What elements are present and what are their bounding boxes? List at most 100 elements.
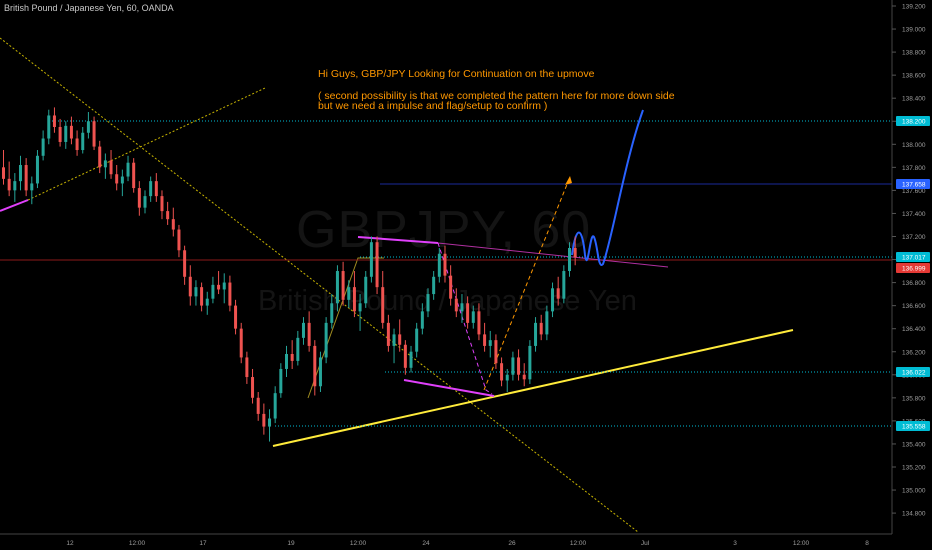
candle-body — [160, 196, 164, 212]
annotation-line-1[interactable]: Hi Guys, GBP/JPY Looking for Continuatio… — [318, 68, 595, 80]
magenta-line-top[interactable] — [357, 236, 439, 244]
magenta-dashed-path[interactable] — [437, 242, 493, 395]
time-axis[interactable]: 12 12:00 17 19 12:00 24 26 12:00 Jul 3 12:00 8 — [0, 533, 892, 547]
price-axis-bg — [892, 0, 932, 550]
price-label-bg — [896, 421, 930, 431]
blue-projection-path[interactable] — [571, 109, 644, 266]
candle-body — [471, 311, 475, 323]
candle — [545, 305, 549, 341]
candle-body — [409, 351, 413, 368]
candle-body — [132, 162, 136, 189]
annotation-line-3[interactable]: but we need a impulse and flag/setup to … — [318, 100, 548, 112]
candle — [528, 340, 532, 384]
ascending-dotted-line[interactable] — [27, 87, 266, 201]
price-tick-label: 136.400 — [902, 326, 926, 333]
candle-body — [24, 165, 28, 191]
candle-body — [256, 397, 260, 414]
candle-body — [126, 162, 130, 177]
candle — [103, 153, 107, 179]
candle-body — [200, 287, 204, 306]
price-tick-label: 137.800 — [902, 165, 926, 172]
candle-body — [313, 345, 317, 387]
price-label: 136.022 — [896, 367, 930, 377]
watermark-symbol: GBPJPY, 60 — [296, 201, 592, 259]
price-labels: 138.200 137.658 137.017 136.999 136.022 135.5… — [896, 116, 930, 431]
candle — [194, 280, 198, 306]
candle-body — [166, 211, 170, 220]
price-axis[interactable]: 139.200 139.000 138.800 138.600 138.400 138.2… — [891, 0, 932, 550]
candle-body — [47, 115, 51, 139]
price-tick-label: 134.800 — [902, 511, 926, 518]
candle — [375, 236, 379, 295]
candle-body — [58, 126, 62, 142]
candle — [143, 190, 147, 214]
candle — [386, 314, 390, 352]
candle — [222, 273, 226, 304]
candle-body — [171, 219, 175, 230]
candle — [13, 173, 17, 202]
symbol-title[interactable]: British Pound / Japanese Yen, 60, OANDA — [4, 3, 174, 13]
price-tick-label: 135.800 — [902, 395, 926, 402]
candle — [471, 305, 475, 329]
candle — [166, 201, 170, 225]
candle-body — [296, 337, 300, 361]
candle-body — [528, 345, 532, 380]
candle — [392, 328, 396, 364]
price-label-text: 138.200 — [902, 119, 926, 126]
candle-body — [488, 340, 492, 346]
time-tick-label: 3 — [733, 540, 737, 547]
candle — [171, 207, 175, 237]
time-tick-label: Jul — [641, 540, 650, 547]
candle — [403, 340, 407, 375]
candle-body — [30, 183, 34, 191]
candle — [285, 345, 288, 378]
magenta-line-left[interactable] — [0, 199, 29, 212]
time-tick-label: 8 — [865, 540, 869, 547]
candle-body — [517, 357, 521, 375]
time-tick-label: 12:00 — [570, 540, 587, 547]
price-label: 136.999 — [896, 263, 930, 273]
candle — [7, 161, 11, 197]
orange-dashed-arrow[interactable] — [483, 176, 571, 391]
price-label-bg — [896, 367, 930, 377]
candle — [154, 173, 158, 202]
candle — [573, 236, 577, 266]
candle — [200, 282, 204, 312]
candle-body — [149, 181, 153, 197]
support-trendline[interactable] — [272, 329, 794, 447]
descending-trendline[interactable] — [0, 37, 639, 533]
candle-body — [52, 115, 56, 127]
time-tick-label: 12 — [66, 540, 74, 547]
candle — [432, 271, 436, 300]
orange-arrow-head — [565, 176, 572, 185]
candle — [568, 242, 571, 277]
candle-body — [449, 275, 453, 299]
candle — [330, 294, 334, 329]
candle-body — [381, 287, 385, 323]
candle — [324, 317, 328, 364]
watermark-name: British Pound / Japanese Yen — [258, 285, 637, 317]
candle — [35, 150, 39, 189]
candle-body — [115, 174, 119, 184]
candle — [449, 265, 453, 306]
magenta-line-thin[interactable] — [437, 242, 669, 268]
candle — [477, 303, 481, 341]
candle-body — [466, 303, 470, 323]
candle-body — [573, 247, 577, 258]
candle-body — [386, 322, 390, 346]
candle-body — [505, 374, 509, 381]
price-tick-label: 136.600 — [902, 303, 926, 310]
price-tick-label: 139.200 — [902, 4, 926, 11]
candle-body — [35, 155, 39, 184]
candle — [301, 317, 305, 345]
candle — [268, 409, 272, 442]
magenta-line-bottom[interactable] — [403, 379, 495, 397]
price-tick-label: 135.200 — [902, 465, 926, 472]
candle-body — [324, 322, 328, 358]
annotation-line-2[interactable]: ( second possibility is that we complete… — [318, 90, 675, 102]
candle-body — [41, 138, 45, 156]
candle-body — [228, 282, 232, 306]
candle — [454, 288, 458, 318]
